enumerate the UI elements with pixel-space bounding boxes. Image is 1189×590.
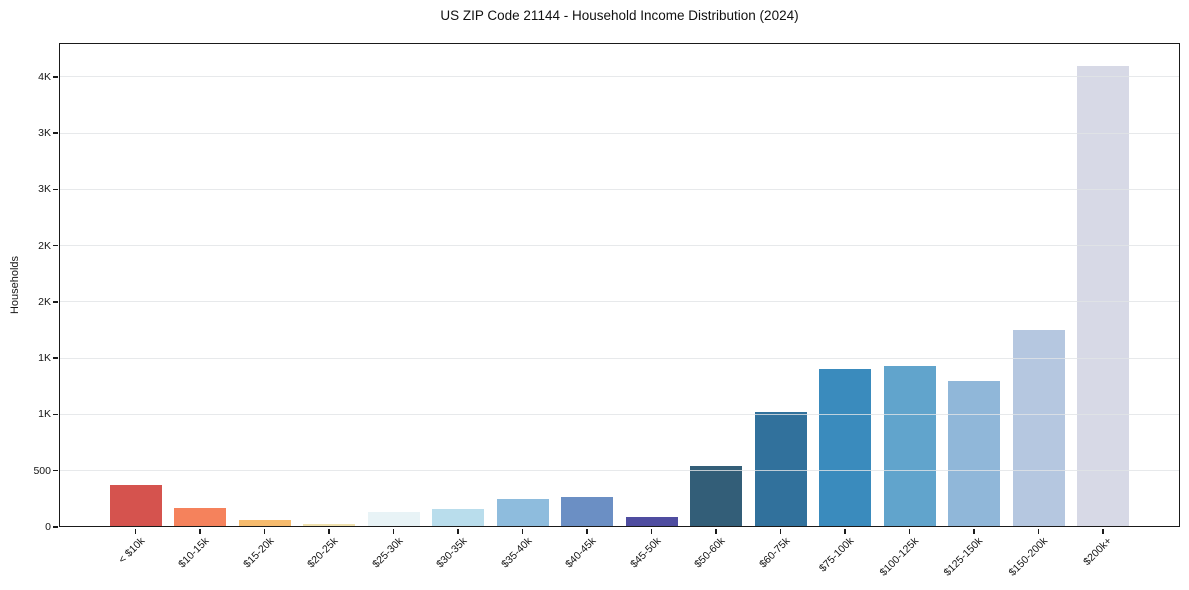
y-tick-label: 2K <box>38 239 51 252</box>
x-tick-label: $30-35k <box>434 535 470 571</box>
x-tick-mark <box>263 528 266 534</box>
x-tick-mark <box>457 528 459 534</box>
bar <box>238 520 291 527</box>
y-tick-label: 4K <box>38 70 51 83</box>
x-tick-mark <box>844 528 846 534</box>
x-tick-label: $45-50k <box>627 535 663 571</box>
x-tick-mark <box>1037 528 1040 534</box>
y-tick-mark <box>52 413 58 416</box>
gridline <box>59 132 1180 134</box>
x-tick-label: < $10k <box>115 535 147 566</box>
bar <box>690 466 742 527</box>
gridline <box>59 188 1180 190</box>
x-tick-mark <box>521 528 524 534</box>
x-tick-mark <box>1102 528 1104 534</box>
bar <box>303 524 355 527</box>
x-tick-mark <box>715 528 717 534</box>
bar <box>174 508 226 527</box>
bar <box>1077 66 1129 527</box>
x-tick-label: $40-45k <box>563 535 599 571</box>
plot-area: 0 500 1K 1K 2K 2K 3K 3K 4K < $10k $10-15k $15-20k $2… <box>33 43 1180 579</box>
x-tick-label: $60-75k <box>756 535 792 571</box>
y-tick-label: 3K <box>38 127 51 140</box>
y-tick-mark <box>52 469 58 472</box>
y-tick-mark <box>52 76 58 78</box>
x-tick-label: $75-100k <box>817 535 857 575</box>
gridline <box>59 357 1180 359</box>
y-tick-label: 2K <box>38 295 51 308</box>
bar <box>1012 330 1065 527</box>
y-tick-label: 1K <box>38 408 51 421</box>
chart-title: US ZIP Code 21144 - Household Income Dis… <box>440 8 799 23</box>
bar <box>754 412 807 527</box>
x-tick-label: $100-125k <box>877 535 921 579</box>
x-tick-mark <box>199 528 201 534</box>
x-tick-label: $15-20k <box>240 535 276 571</box>
x-tick-label: $50-60k <box>692 535 728 571</box>
bar <box>109 485 162 527</box>
x-tick-label: $20-25k <box>305 535 341 571</box>
y-tick-mark <box>52 132 58 134</box>
y-tick-mark <box>52 357 58 359</box>
bar <box>496 499 549 527</box>
x-tick-mark <box>973 528 975 534</box>
x-tick-mark <box>586 528 588 534</box>
x-tick-mark <box>650 528 653 534</box>
gridline <box>59 413 1180 415</box>
x-tick-label: $25-30k <box>369 535 405 571</box>
x-tick-mark <box>908 528 911 534</box>
bar <box>367 512 420 527</box>
bar <box>561 497 613 527</box>
y-tick-label: 1K <box>38 352 51 365</box>
x-tick-label: $35-40k <box>498 535 534 571</box>
bar <box>625 517 678 527</box>
y-tick-mark <box>52 244 58 247</box>
y-tick-mark <box>52 526 58 528</box>
x-tick-mark <box>134 528 137 534</box>
x-tick-label: $200k+ <box>1081 535 1115 569</box>
x-tick-label: $125-150k <box>941 535 986 579</box>
x-tick-label: $10-15k <box>176 535 212 571</box>
bar <box>432 509 484 527</box>
y-axis-label: Households <box>9 255 21 315</box>
gridline <box>59 470 1180 472</box>
gridline <box>59 245 1180 247</box>
gridline <box>59 76 1180 78</box>
bar <box>948 381 1000 527</box>
bar <box>819 369 871 527</box>
x-tick-mark <box>328 528 330 534</box>
x-tick-mark <box>392 528 395 534</box>
bar <box>883 366 936 527</box>
y-tick-mark <box>52 188 58 191</box>
gridline <box>59 301 1180 303</box>
x-tick-mark <box>779 528 782 534</box>
y-tick-mark <box>52 301 58 303</box>
y-tick-label: 500 <box>33 464 51 477</box>
y-tick-label: 0 <box>45 521 51 533</box>
x-tick-label: $150-200k <box>1006 535 1050 579</box>
y-tick-label: 3K <box>38 183 51 196</box>
